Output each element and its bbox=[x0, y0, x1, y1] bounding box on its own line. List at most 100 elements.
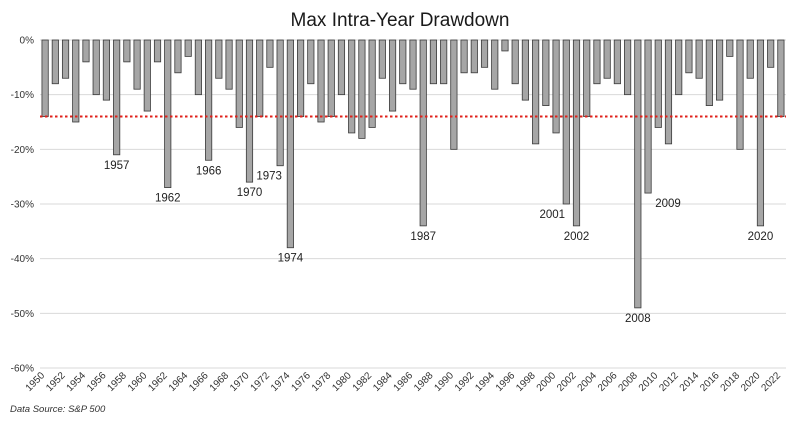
bar-1975 bbox=[297, 39, 305, 117]
x-tick-label: 1992 bbox=[453, 370, 477, 394]
y-tick-label: -20% bbox=[11, 145, 34, 156]
x-tick-label: 1972 bbox=[249, 370, 273, 394]
x-tick-label: 1970 bbox=[228, 370, 252, 394]
x-tick-label: 1988 bbox=[412, 370, 436, 394]
bar-1989 bbox=[440, 39, 448, 85]
bar-1996 bbox=[511, 39, 519, 85]
bar-2005 bbox=[603, 39, 611, 79]
bar-1974 bbox=[286, 39, 294, 249]
bar-1993 bbox=[480, 39, 489, 68]
bar-1995 bbox=[501, 39, 509, 52]
bar-2002 bbox=[572, 39, 581, 227]
bar-1960 bbox=[143, 39, 151, 112]
x-tick-label: 1954 bbox=[65, 370, 89, 394]
x-tick-label: 1958 bbox=[105, 370, 129, 394]
bar-1981 bbox=[358, 39, 366, 139]
bar-1954 bbox=[82, 39, 90, 63]
annotation-1970: 1970 bbox=[237, 187, 263, 199]
bar-1987 bbox=[419, 39, 427, 227]
annotation-2002: 2002 bbox=[564, 231, 590, 243]
bar-1982 bbox=[368, 39, 376, 128]
bar-2011 bbox=[664, 39, 673, 145]
x-tick-label: 2010 bbox=[637, 370, 661, 394]
y-tick-label: -10% bbox=[11, 90, 34, 101]
bar-2016 bbox=[716, 39, 724, 101]
bar-2008 bbox=[634, 39, 642, 309]
bar-1997 bbox=[521, 39, 529, 101]
bar-1950 bbox=[41, 39, 49, 117]
annotation-1973: 1973 bbox=[256, 171, 282, 183]
x-tick-label: 1994 bbox=[473, 370, 497, 394]
x-tick-label: 1968 bbox=[208, 370, 232, 394]
bar-1994 bbox=[491, 39, 499, 90]
x-tick-label: 2016 bbox=[698, 370, 722, 394]
bar-1983 bbox=[378, 39, 386, 79]
annotation-1966: 1966 bbox=[196, 165, 222, 177]
x-tick-label: 1962 bbox=[146, 370, 170, 394]
x-tick-label: 1998 bbox=[514, 370, 538, 394]
bar-1986 bbox=[409, 39, 417, 90]
bar-2021 bbox=[767, 39, 775, 68]
bar-2000 bbox=[552, 39, 560, 134]
y-tick-label: -50% bbox=[11, 309, 34, 320]
bar-1964 bbox=[184, 39, 192, 57]
x-axis-ticks: 1950195219541956195819601962196419661968… bbox=[24, 370, 784, 394]
bar-1991 bbox=[460, 39, 468, 74]
annotation-1974: 1974 bbox=[278, 253, 304, 265]
x-tick-label: 1986 bbox=[392, 370, 416, 394]
bar-2017 bbox=[726, 39, 734, 57]
bar-2019 bbox=[746, 39, 754, 79]
bar-1958 bbox=[123, 39, 131, 63]
bar-1999 bbox=[542, 39, 550, 106]
x-tick-label: 1974 bbox=[269, 370, 293, 394]
data-source: Data Source: S&P 500 bbox=[10, 404, 106, 415]
y-tick-label: 0% bbox=[20, 36, 35, 47]
y-axis-ticks: 0% -10% -20% -30% -40% -50% -60% bbox=[11, 36, 34, 375]
x-tick-label: 1978 bbox=[310, 370, 334, 394]
bar-1973 bbox=[276, 39, 284, 167]
bar-2014 bbox=[695, 39, 703, 79]
annotation-1987: 1987 bbox=[410, 231, 436, 243]
bar-1984 bbox=[388, 39, 397, 112]
bar-1971 bbox=[256, 39, 264, 117]
x-tick-label: 2004 bbox=[576, 370, 600, 394]
annotation-1962: 1962 bbox=[155, 193, 181, 205]
annotation-2008: 2008 bbox=[625, 313, 651, 325]
bar-1961 bbox=[153, 39, 162, 63]
bar-1951 bbox=[51, 39, 59, 85]
x-tick-label: 1966 bbox=[187, 370, 211, 394]
bars bbox=[41, 39, 785, 309]
bar-1998 bbox=[532, 39, 540, 145]
annotations: 1957 1962 1966 1970 1973 1974 1987 2001 2002 2008… bbox=[104, 160, 773, 325]
bar-1978 bbox=[327, 39, 335, 117]
bar-2020 bbox=[756, 39, 765, 227]
bar-1966 bbox=[205, 39, 213, 161]
bar-1955 bbox=[92, 39, 100, 96]
bar-1985 bbox=[399, 39, 407, 85]
bar-1988 bbox=[429, 39, 438, 85]
y-tick-label: -40% bbox=[11, 254, 34, 265]
x-tick-label: 2002 bbox=[555, 370, 579, 394]
bar-1976 bbox=[307, 39, 315, 85]
bar-2006 bbox=[613, 39, 621, 85]
x-tick-label: 1976 bbox=[289, 370, 313, 394]
annotation-2001: 2001 bbox=[539, 209, 565, 221]
bar-1963 bbox=[174, 39, 182, 74]
bar-2013 bbox=[685, 39, 693, 74]
x-tick-label: 2014 bbox=[678, 370, 702, 394]
bar-2003 bbox=[583, 39, 591, 117]
y-tick-label: -30% bbox=[11, 200, 34, 211]
x-tick-label: 1990 bbox=[432, 370, 456, 394]
bar-1968 bbox=[225, 39, 233, 90]
bar-1977 bbox=[317, 39, 325, 123]
bar-2018 bbox=[736, 39, 744, 150]
x-tick-label: 1960 bbox=[126, 370, 150, 394]
bar-1962 bbox=[164, 39, 172, 189]
bar-1970 bbox=[245, 39, 254, 183]
bar-1992 bbox=[470, 39, 478, 74]
x-tick-label: 2022 bbox=[760, 370, 784, 394]
bar-1979 bbox=[337, 39, 346, 96]
x-tick-label: 2006 bbox=[596, 370, 620, 394]
x-tick-label: 1996 bbox=[494, 370, 518, 394]
